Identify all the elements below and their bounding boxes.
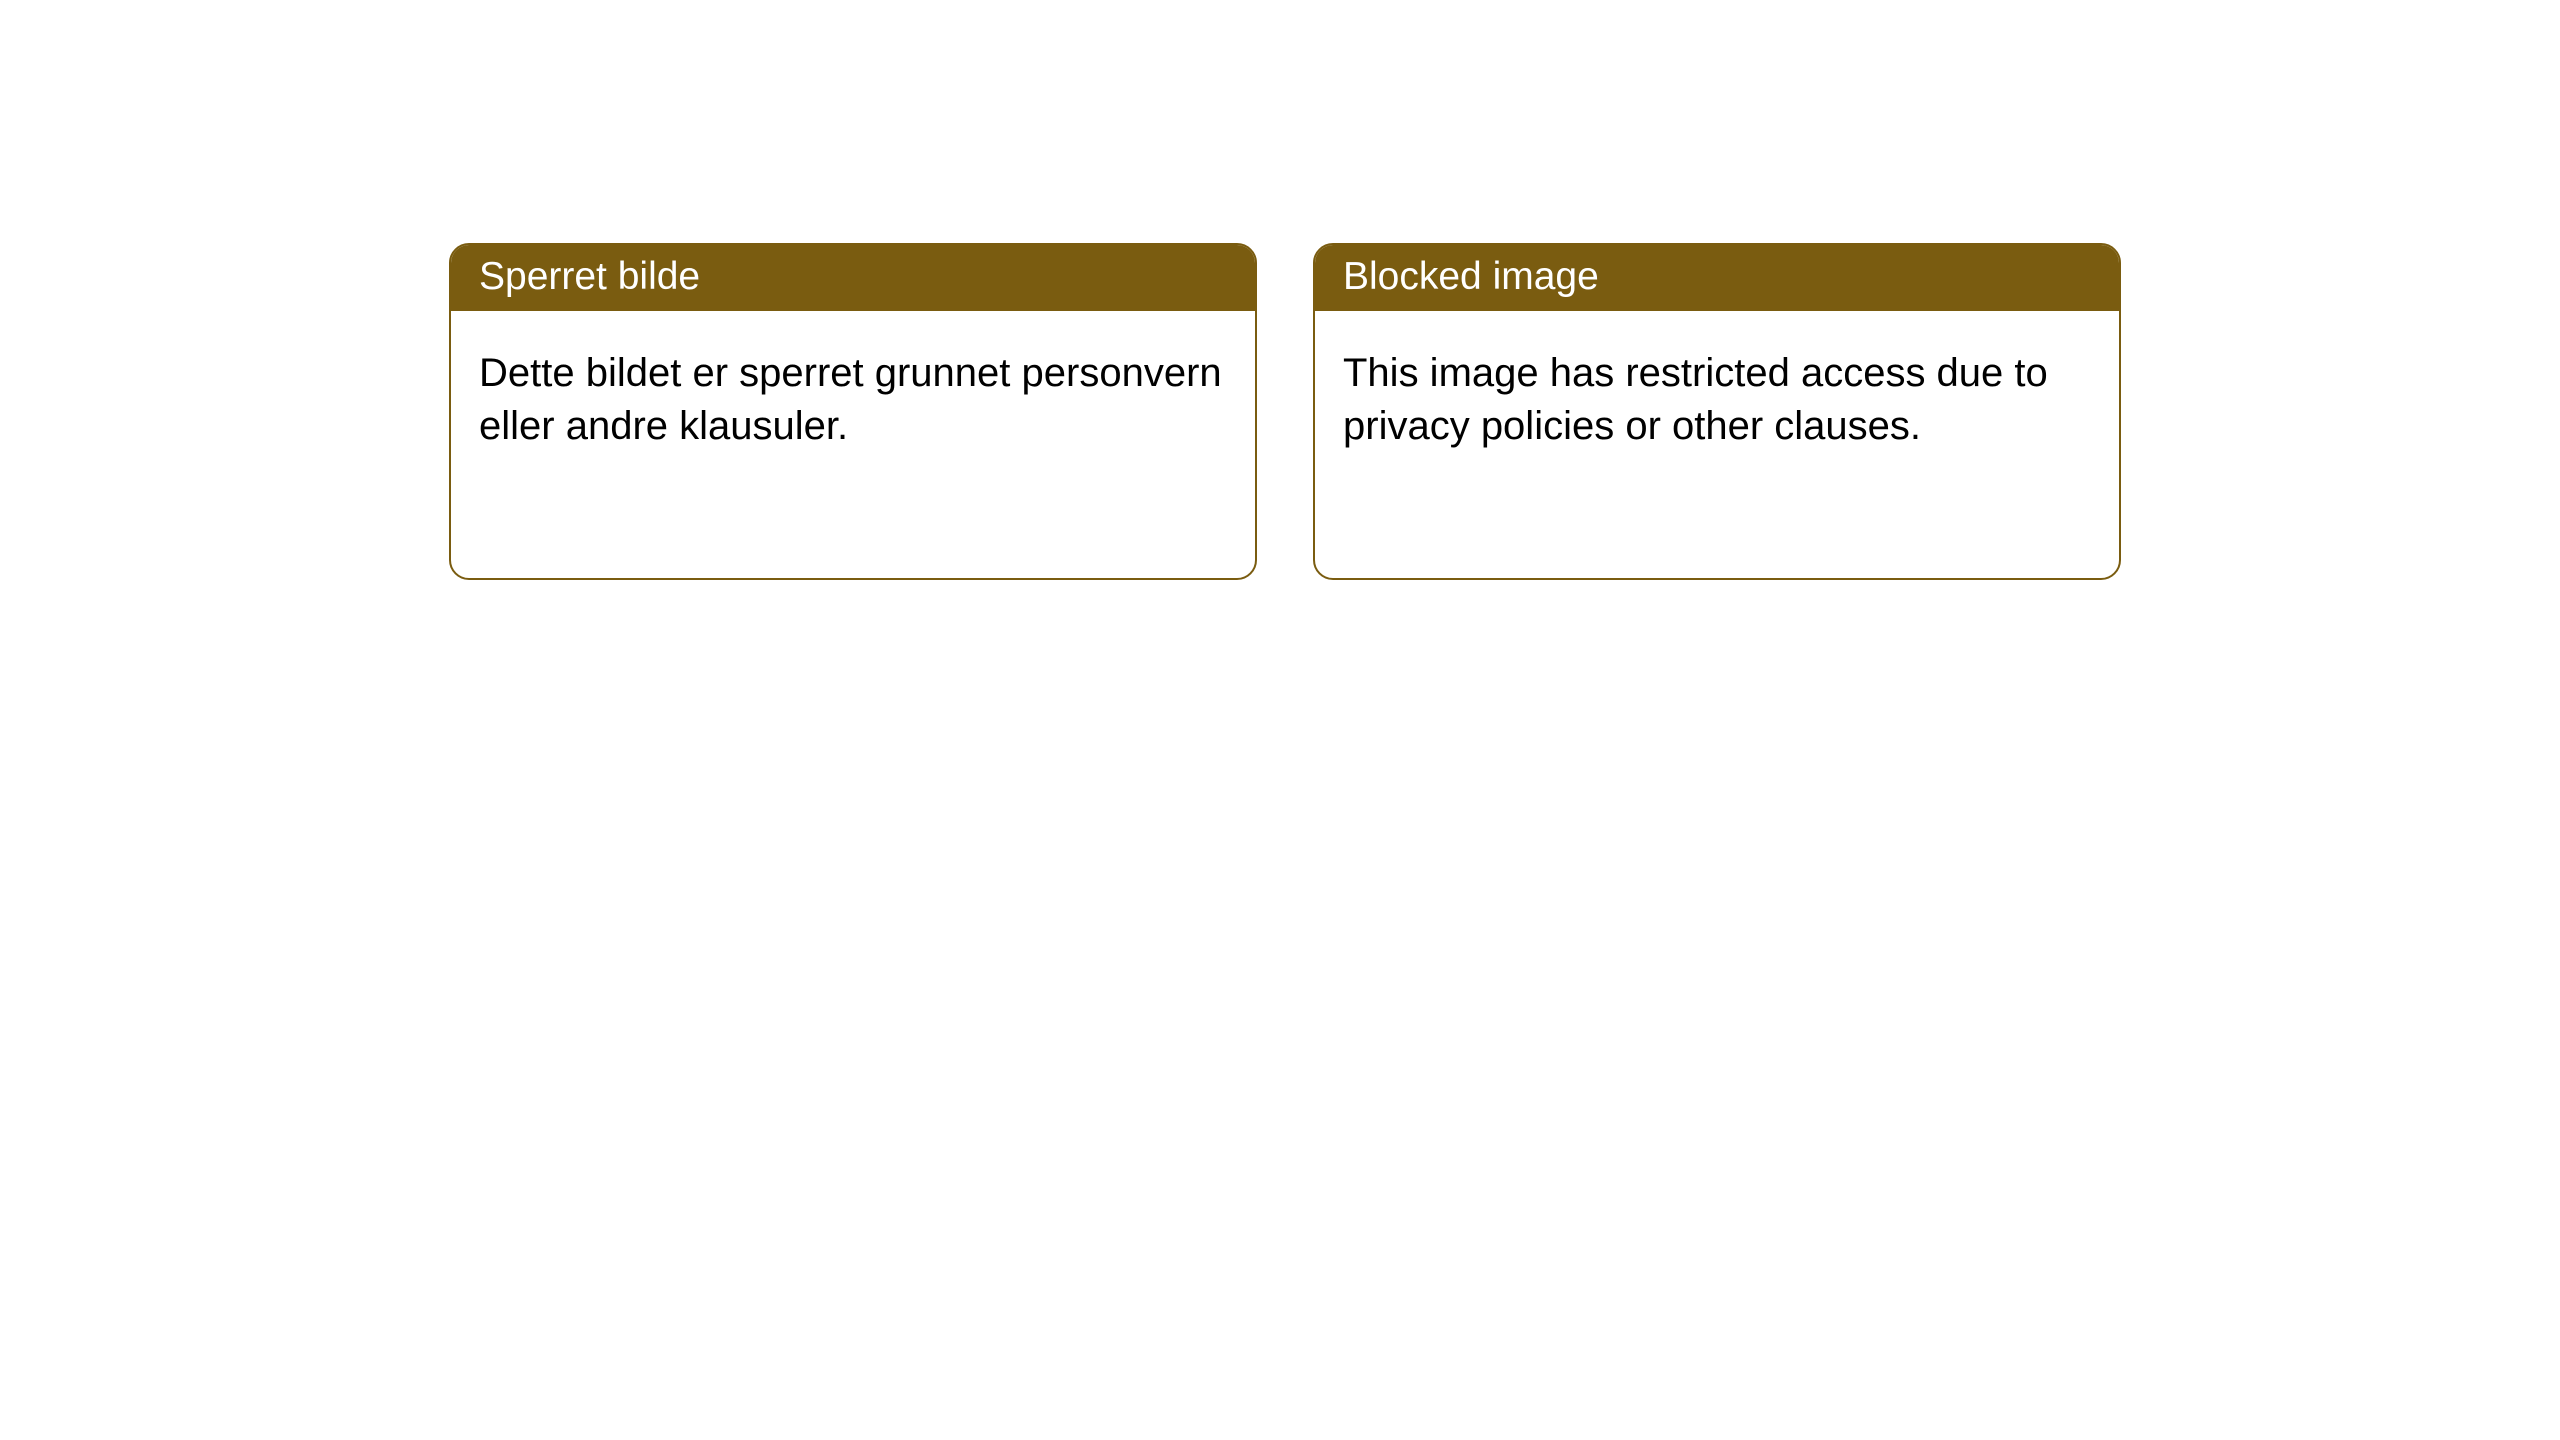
notice-cards-container: Sperret bilde Dette bildet er sperret gr… xyxy=(0,0,2560,580)
notice-card-norwegian: Sperret bilde Dette bildet er sperret gr… xyxy=(449,243,1257,580)
card-title: Blocked image xyxy=(1315,245,2119,311)
card-body-text: Dette bildet er sperret grunnet personve… xyxy=(451,311,1255,481)
card-title: Sperret bilde xyxy=(451,245,1255,311)
card-body-text: This image has restricted access due to … xyxy=(1315,311,2119,481)
notice-card-english: Blocked image This image has restricted … xyxy=(1313,243,2121,580)
